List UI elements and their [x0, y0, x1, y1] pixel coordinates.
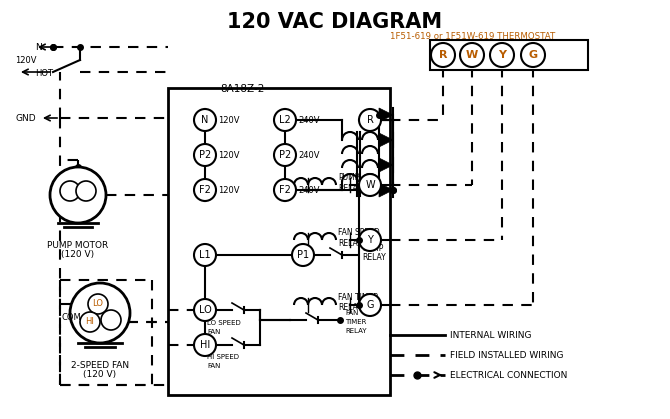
- Text: PUMP: PUMP: [338, 173, 359, 181]
- Polygon shape: [379, 133, 393, 147]
- Circle shape: [88, 294, 108, 314]
- Text: GND: GND: [15, 114, 36, 122]
- Text: FIELD INSTALLED WIRING: FIELD INSTALLED WIRING: [450, 351, 563, 360]
- Circle shape: [80, 312, 100, 332]
- Circle shape: [76, 181, 96, 201]
- Bar: [430, 40, 588, 70]
- Text: R: R: [439, 50, 448, 60]
- Text: P1: P1: [297, 250, 309, 260]
- Text: COM: COM: [62, 313, 82, 323]
- Text: RELAY: RELAY: [338, 184, 362, 192]
- Circle shape: [60, 181, 80, 201]
- Text: LO SPEED: LO SPEED: [207, 320, 241, 326]
- Text: W: W: [466, 50, 478, 60]
- Text: R: R: [366, 115, 373, 125]
- Polygon shape: [379, 108, 393, 122]
- Text: 120 VAC DIAGRAM: 120 VAC DIAGRAM: [227, 12, 443, 32]
- Text: FAN TIMER: FAN TIMER: [338, 292, 379, 302]
- Bar: [168, 88, 390, 395]
- Text: F2: F2: [279, 185, 291, 195]
- Text: P2: P2: [279, 150, 291, 160]
- Text: LO: LO: [198, 305, 211, 315]
- Circle shape: [359, 109, 381, 131]
- Text: (120 V): (120 V): [62, 250, 94, 259]
- Circle shape: [359, 229, 381, 251]
- Text: LO: LO: [92, 300, 103, 308]
- Text: RELAY: RELAY: [338, 238, 362, 248]
- Circle shape: [490, 43, 514, 67]
- Circle shape: [460, 43, 484, 67]
- Text: G: G: [366, 300, 374, 310]
- Text: N: N: [201, 115, 208, 125]
- Text: 120V: 120V: [218, 150, 239, 160]
- Text: FAN SPEED: FAN SPEED: [338, 228, 380, 236]
- Circle shape: [292, 244, 314, 266]
- Text: (120 V): (120 V): [84, 370, 117, 379]
- Circle shape: [359, 294, 381, 316]
- Text: 2-SPEED FAN: 2-SPEED FAN: [71, 361, 129, 370]
- Text: F2: F2: [199, 185, 211, 195]
- Text: RELAY: RELAY: [345, 328, 366, 334]
- Text: 240V: 240V: [298, 186, 320, 194]
- Text: PUMP: PUMP: [362, 243, 383, 253]
- Text: TIMER: TIMER: [345, 319, 366, 325]
- Circle shape: [194, 334, 216, 356]
- Text: FAN: FAN: [207, 363, 220, 369]
- Text: N: N: [35, 42, 42, 52]
- Text: 120V: 120V: [218, 116, 239, 124]
- Text: RELAY: RELAY: [362, 253, 386, 262]
- Circle shape: [194, 144, 216, 166]
- Text: 8A18Z-2: 8A18Z-2: [220, 84, 265, 94]
- Circle shape: [194, 179, 216, 201]
- Text: G: G: [529, 50, 537, 60]
- Text: L2: L2: [279, 115, 291, 125]
- Circle shape: [194, 299, 216, 321]
- Text: RELAY: RELAY: [338, 303, 362, 313]
- Text: HI SPEED: HI SPEED: [207, 354, 239, 360]
- Circle shape: [274, 144, 296, 166]
- Circle shape: [521, 43, 545, 67]
- Circle shape: [274, 109, 296, 131]
- Text: ELECTRICAL CONNECTION: ELECTRICAL CONNECTION: [450, 370, 567, 380]
- Circle shape: [274, 179, 296, 201]
- Circle shape: [359, 174, 381, 196]
- Text: HOT: HOT: [35, 68, 53, 78]
- Text: Y: Y: [498, 50, 506, 60]
- Text: Y: Y: [367, 235, 373, 245]
- Text: 1F51-619 or 1F51W-619 THERMOSTAT: 1F51-619 or 1F51W-619 THERMOSTAT: [390, 32, 555, 41]
- Text: 240V: 240V: [298, 116, 320, 124]
- Text: HI: HI: [200, 340, 210, 350]
- Text: 240V: 240V: [298, 150, 320, 160]
- Circle shape: [194, 244, 216, 266]
- Text: HI: HI: [86, 318, 94, 326]
- Circle shape: [194, 109, 216, 131]
- Circle shape: [70, 283, 130, 343]
- Circle shape: [431, 43, 455, 67]
- Polygon shape: [379, 158, 393, 172]
- Text: L1: L1: [199, 250, 211, 260]
- Text: 120V: 120V: [15, 55, 36, 65]
- Text: W: W: [365, 180, 375, 190]
- Text: INTERNAL WIRING: INTERNAL WIRING: [450, 331, 531, 339]
- Text: FAN: FAN: [207, 329, 220, 335]
- Text: FAN: FAN: [345, 310, 358, 316]
- Circle shape: [50, 167, 106, 223]
- Text: PUMP MOTOR: PUMP MOTOR: [48, 241, 109, 250]
- Circle shape: [101, 310, 121, 330]
- Text: P2: P2: [199, 150, 211, 160]
- Text: 120V: 120V: [218, 186, 239, 194]
- Polygon shape: [379, 183, 393, 197]
